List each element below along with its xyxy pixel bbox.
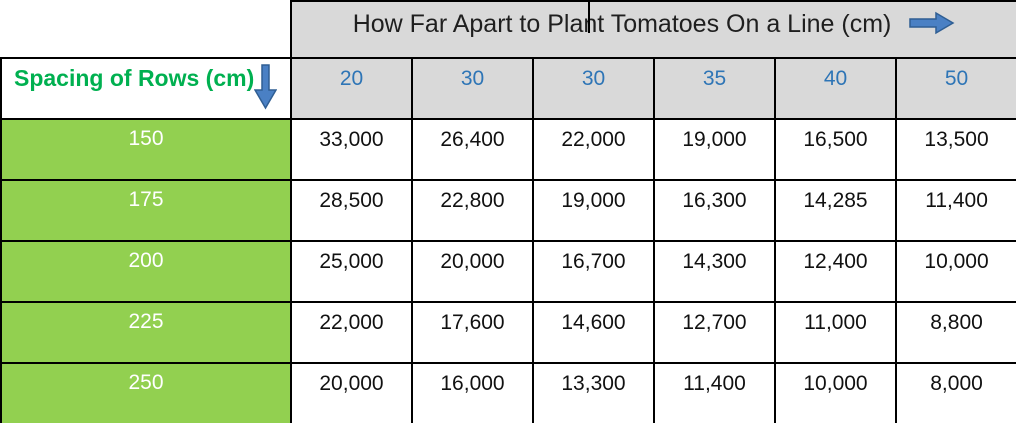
data-cell: 19,000 xyxy=(532,179,655,242)
row-label: 200 xyxy=(0,240,292,303)
data-cell: 20,000 xyxy=(290,362,413,423)
down-arrow-icon xyxy=(254,64,278,110)
data-cell: 14,600 xyxy=(532,301,655,364)
data-cell: 10,000 xyxy=(774,362,897,423)
row-label: 150 xyxy=(0,118,292,181)
row-label: 250 xyxy=(0,362,292,423)
data-cell: 13,500 xyxy=(895,118,1016,181)
corner-blank-cell xyxy=(1,1,291,58)
data-cell: 11,000 xyxy=(774,301,897,364)
title-divider-line xyxy=(588,3,590,33)
data-cell: 16,000 xyxy=(411,362,534,423)
title-row: How Far Apart to Plant Tomatoes On a Lin… xyxy=(1,0,1016,59)
data-cell: 14,285 xyxy=(774,179,897,242)
table-row: 250 20,000 16,000 13,300 11,400 10,000 8… xyxy=(0,362,1016,423)
data-cell: 16,700 xyxy=(532,240,655,303)
data-cell: 17,600 xyxy=(411,301,534,364)
data-cell: 28,500 xyxy=(290,179,413,242)
column-header: 30 xyxy=(532,57,655,120)
data-cell: 25,000 xyxy=(290,240,413,303)
data-cell: 12,400 xyxy=(774,240,897,303)
table-title: How Far Apart to Plant Tomatoes On a Lin… xyxy=(352,10,892,38)
column-header: 35 xyxy=(653,57,776,120)
data-cell: 20,000 xyxy=(411,240,534,303)
table-row: 200 25,000 20,000 16,700 14,300 12,400 1… xyxy=(0,240,1016,303)
data-cell: 19,000 xyxy=(653,118,776,181)
data-cell: 10,000 xyxy=(895,240,1016,303)
column-header: 30 xyxy=(411,57,534,120)
data-cell: 22,000 xyxy=(532,118,655,181)
table-row: 150 33,000 26,400 22,000 19,000 16,500 1… xyxy=(0,118,1016,181)
data-cell: 26,400 xyxy=(411,118,534,181)
data-cell: 14,300 xyxy=(653,240,776,303)
column-header: 50 xyxy=(895,57,1016,120)
data-cell: 22,000 xyxy=(290,301,413,364)
column-header: 40 xyxy=(774,57,897,120)
data-cell: 11,400 xyxy=(653,362,776,423)
row-axis-label: Spacing of Rows (cm) xyxy=(14,65,255,91)
table-row: 225 22,000 17,600 14,600 12,700 11,000 8… xyxy=(0,301,1016,364)
data-cell: 33,000 xyxy=(290,118,413,181)
table-title-cell: How Far Apart to Plant Tomatoes On a Lin… xyxy=(289,0,1016,59)
row-axis-header-cell: Spacing of Rows (cm) xyxy=(0,57,292,120)
column-header-row: Spacing of Rows (cm) 20 30 30 35 40 50 xyxy=(0,57,1016,120)
right-arrow-icon xyxy=(909,11,955,35)
column-header: 20 xyxy=(290,57,413,120)
row-label: 175 xyxy=(0,179,292,242)
data-cell: 8,000 xyxy=(895,362,1016,423)
data-cell: 13,300 xyxy=(532,362,655,423)
data-cell: 16,500 xyxy=(774,118,897,181)
table-row: 175 28,500 22,800 19,000 16,300 14,285 1… xyxy=(0,179,1016,242)
data-cell: 16,300 xyxy=(653,179,776,242)
data-cell: 11,400 xyxy=(895,179,1016,242)
row-label: 225 xyxy=(0,301,292,364)
data-cell: 8,800 xyxy=(895,301,1016,364)
data-cell: 22,800 xyxy=(411,179,534,242)
data-cell: 12,700 xyxy=(653,301,776,364)
